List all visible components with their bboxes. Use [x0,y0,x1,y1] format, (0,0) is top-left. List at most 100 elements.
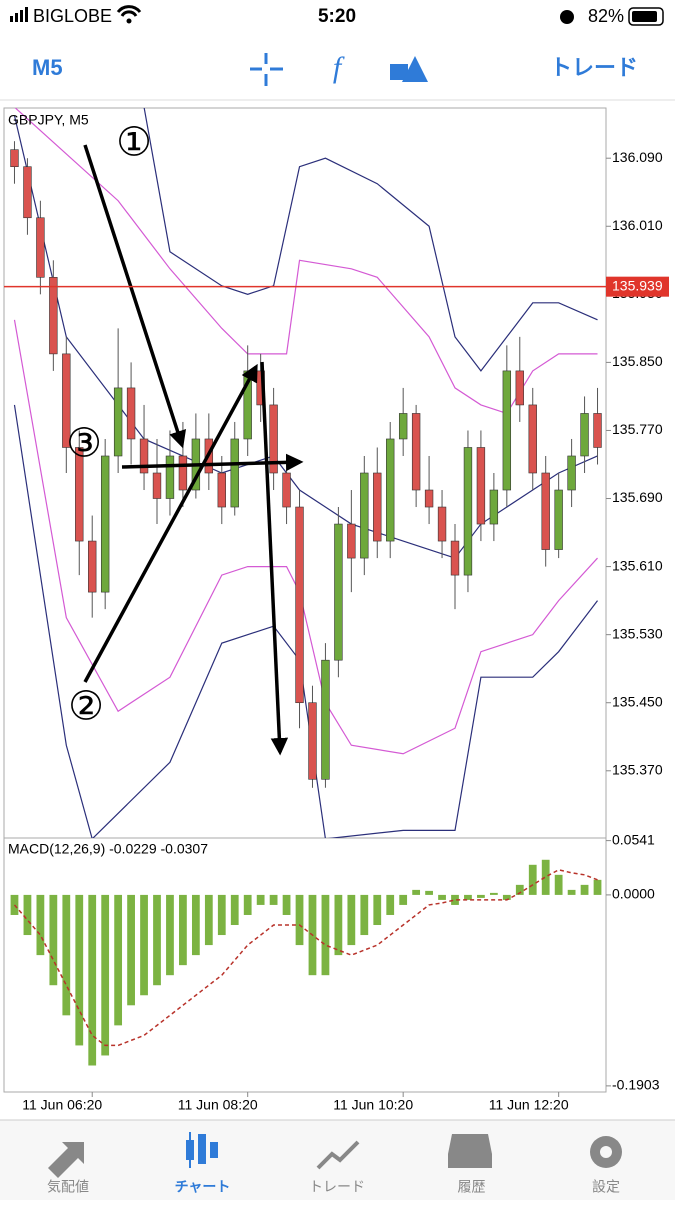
status-bar: BIGLOBE 5:20 82% [10,5,664,27]
macd-bar [179,894,187,966]
candle-body [269,404,278,474]
x-tick-label: 11 Jun 06:20 [22,1097,102,1113]
indicator-button[interactable]: f [333,51,345,84]
macd-bar [101,894,110,1056]
macd-bar [451,894,459,905]
candle-body [126,387,136,440]
carrier: BIGLOBE [33,6,112,26]
macd-bar [554,874,563,895]
macd-bar [438,894,446,900]
candle-body [139,438,149,474]
tab-label[interactable]: 履歴 [458,1179,486,1195]
tab-label[interactable]: 設定 [592,1179,620,1195]
price-tag-label: 135.939 [612,277,663,293]
macd-bar [282,894,291,915]
macd-bar [347,894,356,946]
macd-bar [321,894,330,976]
macd-label: MACD(12,26,9) -0.0229 -0.0307 [8,841,208,857]
tab-label[interactable]: チャート [175,1179,231,1195]
candle-body [36,217,45,278]
candle-body [567,455,576,491]
macd-plot [10,859,602,1066]
macd-bar [256,894,265,905]
candle-body [49,277,58,355]
candle-body [411,413,421,491]
y-tick-label: -0.1903 [612,1077,660,1093]
macd-bar [10,894,19,915]
candle-body [489,489,499,525]
macd-bar [269,894,278,905]
annotation-arrows [83,144,304,756]
candle-body [476,447,486,525]
price-plot [10,108,602,838]
candle-body [437,506,447,542]
macd-bar [502,894,511,900]
candle-body [62,353,71,448]
macd-bar [153,894,161,986]
y-tick-label: 136.010 [612,217,663,233]
x-tick-label: 11 Jun 08:20 [178,1097,258,1113]
candle-body [321,659,330,780]
candle-body [373,472,382,542]
macd-bar [464,894,472,900]
macd-bar [217,894,226,936]
toolbar: M5 f トレード [32,51,638,86]
macd-bar [489,892,498,895]
candle-body [23,166,32,219]
chart-frame [3,107,607,1093]
candle-body [334,523,343,661]
candle-body [165,455,175,499]
candle-body [554,489,563,550]
macd-bar [528,864,537,895]
macd-bar [140,894,148,996]
macd-bar [127,894,135,1006]
candle-body [463,447,473,576]
macd-bar [593,879,602,895]
candle-body [178,455,188,491]
candle-body [450,540,460,576]
candle-body [580,413,589,457]
y-tick-label: 135.530 [612,625,663,641]
macd-bar [580,884,589,895]
annotation: ② [68,685,104,729]
y-tick-label: 135.610 [612,557,663,573]
trade-button[interactable]: トレード [550,55,638,80]
macd-bar [412,889,421,895]
y-tick-label: 136.090 [612,149,663,165]
candle-body [347,523,356,559]
macd-bar [230,894,239,926]
macd-bar [360,894,369,936]
tab-icons [48,1132,622,1178]
annotation: ③ [66,422,102,466]
y-tick-label: 0.0541 [612,831,655,847]
candle-body [308,702,317,780]
macd-bar [49,894,58,986]
candle-body [295,506,304,704]
tab-label[interactable]: 気配値 [47,1179,89,1195]
tab-label[interactable]: トレード [309,1179,365,1195]
macd-bar [88,894,97,1066]
crosshair-button[interactable] [250,53,283,86]
timeframe-button[interactable]: M5 [32,55,63,80]
objects-button[interactable] [390,56,428,82]
symbol-label: GBPJPY, M5 [8,112,89,128]
y-tick-label: 135.690 [612,489,663,505]
candle-body [217,472,226,508]
battery-level: 82% [588,6,624,26]
candle-body [88,540,97,593]
candle-body [282,472,291,508]
macd-bar [373,894,382,926]
band-line [143,108,598,372]
macd-bar [243,894,252,915]
macd-signal [13,869,598,1047]
candle-body [75,447,84,542]
annotation: ① [116,121,152,165]
clock: 5:20 [318,6,356,27]
candle-body [360,472,369,559]
candle-body [386,438,395,542]
macd-bar [515,884,524,895]
macd-bar [477,894,485,898]
macd-bar [399,894,408,905]
macd-bar [75,894,84,1046]
price-tag [606,276,669,297]
